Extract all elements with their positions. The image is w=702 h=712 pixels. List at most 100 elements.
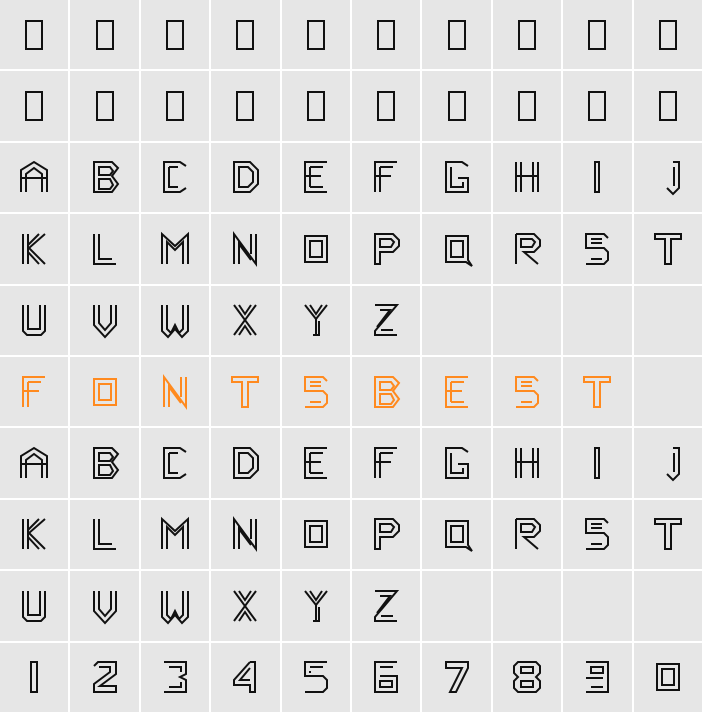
glyph-cell [70, 143, 138, 212]
glyph-rect [0, 71, 68, 140]
glyph-cell [634, 286, 702, 355]
glyph-rect [352, 71, 420, 140]
glyph-T [634, 214, 702, 283]
glyph-cell [141, 357, 209, 426]
glyph-K [0, 500, 68, 569]
glyph-X [211, 571, 279, 640]
glyph-T [634, 500, 702, 569]
glyph-cell [352, 71, 420, 140]
glyph-F [352, 428, 420, 497]
glyph-cell [0, 214, 68, 283]
glyph-E [422, 357, 490, 426]
glyph-rect [493, 0, 561, 69]
glyph-rect [634, 0, 702, 69]
glyph-cell [493, 500, 561, 569]
glyph-rect [422, 0, 490, 69]
glyph-cell [282, 286, 350, 355]
glyph-cell [634, 571, 702, 640]
glyph-cell [422, 643, 490, 712]
glyph-cell [493, 643, 561, 712]
glyph-cell [493, 0, 561, 69]
glyph-cell [422, 0, 490, 69]
glyph-F [0, 357, 68, 426]
glyph-H [493, 143, 561, 212]
glyph-cell [352, 428, 420, 497]
glyph-cell [352, 571, 420, 640]
glyph-N [211, 214, 279, 283]
glyph-cell [352, 214, 420, 283]
glyph-cell [634, 500, 702, 569]
glyph-cell [634, 0, 702, 69]
glyph-cell [0, 571, 68, 640]
glyph-cell [634, 643, 702, 712]
glyph-rect [422, 71, 490, 140]
glyph-0 [634, 643, 702, 712]
glyph-X [211, 286, 279, 355]
glyph-D [211, 143, 279, 212]
glyph-cell [141, 500, 209, 569]
glyph-cell [0, 643, 68, 712]
glyph-cell [70, 571, 138, 640]
glyph-rect [563, 71, 631, 140]
glyph-S [563, 214, 631, 283]
glyph-cell [634, 71, 702, 140]
glyph-W [141, 571, 209, 640]
glyph-4 [211, 643, 279, 712]
glyph-Q [422, 500, 490, 569]
glyph-rect [141, 0, 209, 69]
glyph-D [211, 428, 279, 497]
glyph-V [70, 571, 138, 640]
glyph-cell [211, 286, 279, 355]
glyph-F [352, 143, 420, 212]
glyph-cell [493, 357, 561, 426]
glyph-I [563, 143, 631, 212]
glyph-6 [352, 643, 420, 712]
glyph-cell [211, 571, 279, 640]
glyph-cell [211, 0, 279, 69]
glyph-rect [563, 0, 631, 69]
glyph-cell [422, 143, 490, 212]
glyph-rect [634, 71, 702, 140]
glyph-1 [0, 643, 68, 712]
glyph-V [70, 286, 138, 355]
glyph-B [70, 143, 138, 212]
glyph-Q [422, 214, 490, 283]
glyph-cell [634, 143, 702, 212]
glyph-B [70, 428, 138, 497]
glyph-cell [70, 286, 138, 355]
glyph-cell [0, 428, 68, 497]
glyph-S [282, 357, 350, 426]
glyph-cell [141, 214, 209, 283]
glyph-cell [563, 286, 631, 355]
glyph-A [0, 428, 68, 497]
glyph-A [0, 143, 68, 212]
glyph-cell [211, 428, 279, 497]
glyph-cell [211, 214, 279, 283]
glyph-9 [563, 643, 631, 712]
glyph-cell [282, 428, 350, 497]
glyph-cell [141, 71, 209, 140]
glyph-cell [141, 428, 209, 497]
glyph-cell [282, 143, 350, 212]
glyph-5 [282, 643, 350, 712]
glyph-P [352, 500, 420, 569]
glyph-J [634, 428, 702, 497]
glyph-B [352, 357, 420, 426]
glyph-cell [282, 0, 350, 69]
glyph-E [282, 428, 350, 497]
glyph-cell [141, 0, 209, 69]
glyph-cell [211, 71, 279, 140]
glyph-cell [282, 71, 350, 140]
glyph-G [422, 143, 490, 212]
glyph-cell [0, 0, 68, 69]
glyph-rect [493, 71, 561, 140]
glyph-Y [282, 286, 350, 355]
glyph-cell [563, 214, 631, 283]
glyph-U [0, 571, 68, 640]
glyph-cell [352, 643, 420, 712]
glyph-I [563, 428, 631, 497]
glyph-cell [282, 357, 350, 426]
glyph-C [141, 428, 209, 497]
glyph-cell [282, 500, 350, 569]
glyph-cell [493, 71, 561, 140]
